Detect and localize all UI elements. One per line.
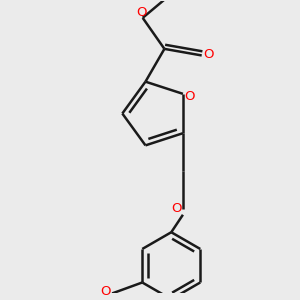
Text: O: O [184,90,195,103]
Text: O: O [203,48,213,62]
Text: O: O [136,6,146,19]
Text: O: O [171,202,182,215]
Text: O: O [100,286,111,298]
